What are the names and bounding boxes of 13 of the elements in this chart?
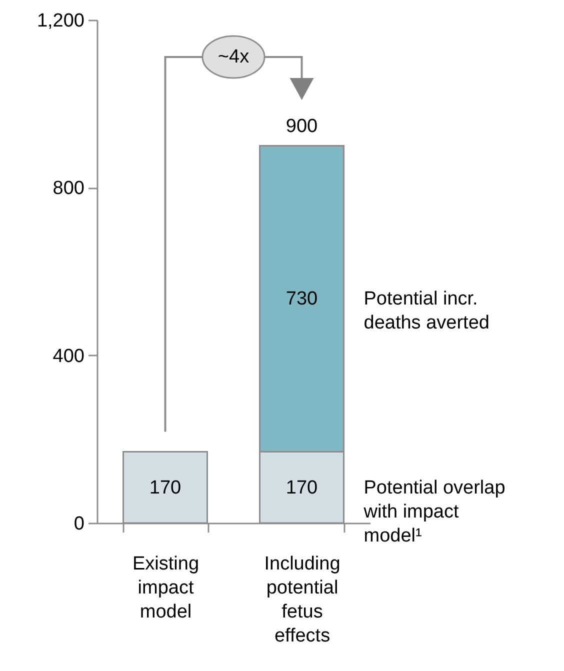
x-tick-label: Existing impact model — [132, 554, 200, 622]
series-label: Potential incr. deaths averted — [364, 288, 490, 334]
x-tick-label: Including potential fetus effects — [264, 554, 340, 646]
y-tick-label: 400 — [52, 346, 84, 367]
data-label: 170 — [286, 477, 318, 498]
annotation: ~4x — [218, 46, 250, 68]
y-tick-label: 0 — [74, 514, 84, 534]
y-tick-label: 1,200 — [36, 10, 84, 32]
data-label: 730 — [286, 288, 318, 310]
y-tick-label: 800 — [52, 178, 84, 200]
data-label: 170 — [149, 477, 182, 498]
total-label: 900 — [286, 116, 318, 137]
series-label: Potential overlap with impact model¹ — [362, 477, 506, 546]
